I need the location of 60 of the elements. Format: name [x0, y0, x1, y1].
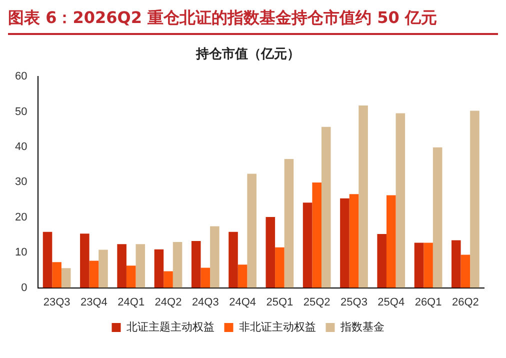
- x-tick-label: 25Q3: [340, 296, 368, 308]
- bar: [424, 242, 433, 288]
- bar: [432, 147, 442, 288]
- bar: [377, 234, 386, 288]
- bar: [302, 202, 312, 288]
- chart-subtitle: 持仓市值（亿元）: [195, 46, 300, 62]
- bar: [247, 174, 256, 288]
- bar: [98, 250, 108, 288]
- x-tick-label: 26Q2: [452, 296, 479, 308]
- bar: [266, 217, 276, 288]
- y-tick-label: 30: [14, 176, 28, 188]
- x-tick-label: 24Q2: [154, 296, 182, 308]
- y-tick-label: 40: [14, 141, 28, 154]
- bar: [52, 262, 62, 288]
- bar: [89, 260, 99, 288]
- bar: [284, 158, 294, 288]
- bar: [312, 182, 322, 288]
- bar: [396, 113, 406, 288]
- x-tick-label: 23Q3: [43, 296, 70, 308]
- bar: [172, 242, 182, 288]
- bar: [386, 195, 396, 288]
- y-tick-label: 0: [21, 282, 28, 294]
- chart-title: 图表 6：2026Q2 重仓北证的指数基金持仓市值约 50 亿元: [8, 8, 498, 35]
- bar: [191, 240, 201, 288]
- x-tick-label: 26Q1: [414, 296, 442, 308]
- bar: [136, 244, 146, 288]
- bar: [61, 268, 71, 288]
- bar: [210, 226, 220, 288]
- bar: [200, 268, 210, 288]
- bar: [414, 242, 424, 288]
- bar: [275, 247, 284, 288]
- x-tick-label: 24Q4: [229, 296, 256, 308]
- bar: [321, 126, 331, 288]
- bar: [117, 244, 126, 288]
- bar: [154, 249, 164, 288]
- bar: [238, 264, 248, 288]
- bar: [470, 110, 480, 288]
- x-tick-label: 25Q2: [303, 296, 330, 308]
- bar: [228, 232, 238, 288]
- bar: [42, 232, 52, 288]
- x-tick-label: 25Q1: [266, 296, 294, 308]
- bar: [460, 254, 470, 288]
- legend-label: 北证主题主动权益: [126, 320, 214, 334]
- y-tick-label: 50: [14, 106, 28, 118]
- y-tick-label: 10: [14, 246, 28, 259]
- bar: [358, 105, 368, 288]
- x-tick-label: 23Q4: [80, 296, 108, 308]
- x-tick-label: 24Q3: [192, 296, 219, 308]
- bar: [80, 234, 90, 288]
- x-tick-label: 24Q1: [118, 296, 145, 308]
- bar: [451, 240, 461, 288]
- bar: [349, 194, 359, 288]
- legend-label: 指数基金: [339, 320, 384, 334]
- bar: [164, 271, 173, 288]
- x-tick-label: 25Q4: [378, 296, 405, 308]
- y-tick-label: 20: [14, 211, 28, 224]
- bar: [126, 266, 136, 288]
- bar: [340, 198, 350, 288]
- y-tick-label: 60: [14, 70, 28, 83]
- legend-label: 非北证主动权益: [238, 320, 316, 334]
